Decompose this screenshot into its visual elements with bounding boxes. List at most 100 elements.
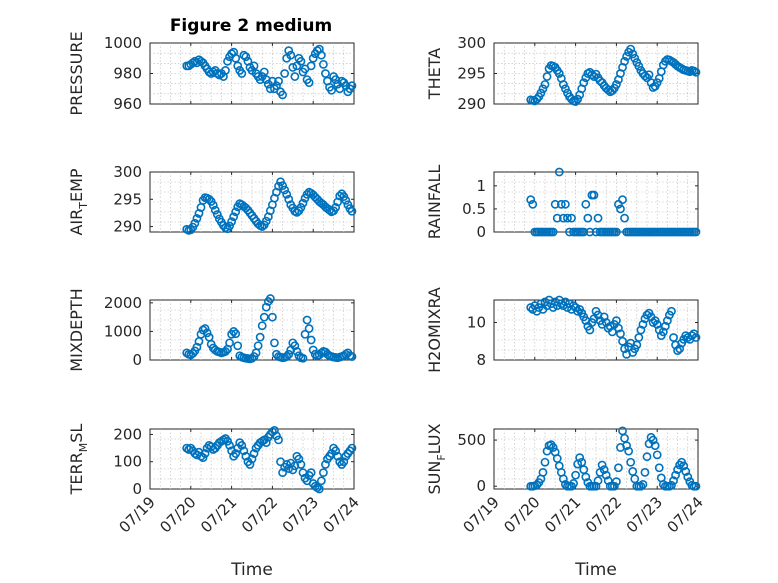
data-point <box>327 85 336 95</box>
data-point <box>597 460 607 470</box>
data-point <box>538 467 548 477</box>
data-point <box>290 461 300 471</box>
data-point <box>550 199 560 209</box>
data-point <box>591 227 601 237</box>
data-point <box>569 301 578 311</box>
data-point <box>270 425 279 435</box>
data-point <box>542 446 552 456</box>
data-point <box>190 218 200 228</box>
x-tick-label: 07/20 <box>156 493 199 536</box>
data-point <box>274 181 283 191</box>
data-point <box>282 352 292 361</box>
data-point <box>585 227 595 237</box>
data-point <box>618 195 627 205</box>
data-point <box>280 69 290 78</box>
data-point <box>642 452 652 462</box>
x-tick-label: 07/22 <box>582 493 625 536</box>
y-tick-label: 300 <box>113 163 142 181</box>
data-point <box>691 227 701 237</box>
data-point <box>640 71 650 81</box>
x-tick-label: 07/19 <box>116 493 159 536</box>
data-point <box>231 329 241 339</box>
data-point <box>239 50 249 60</box>
y-axis-label: H2OMIXRA <box>425 287 444 373</box>
data-point <box>247 454 257 464</box>
data-point <box>339 457 349 467</box>
data-point <box>532 480 542 490</box>
data-point <box>581 472 591 482</box>
data-point <box>225 440 234 450</box>
data-point <box>567 213 576 223</box>
data-point <box>620 56 629 66</box>
data-point <box>245 460 255 469</box>
y-tick-label: 0 <box>476 477 486 495</box>
y-tick-label: 960 <box>113 95 142 113</box>
data-point <box>681 467 691 476</box>
data-point <box>565 299 574 309</box>
data-point <box>278 468 287 478</box>
data-point <box>284 46 294 56</box>
data-point <box>290 72 300 81</box>
data-point <box>192 342 202 352</box>
x-tick-label: 07/21 <box>197 493 240 536</box>
data-point <box>208 200 218 210</box>
data-point <box>548 443 558 452</box>
data-point <box>229 212 239 222</box>
data-point <box>298 353 308 363</box>
data-point <box>538 84 548 94</box>
subplot-mixdepth: 0 1000 2000 MIXDEPTH <box>67 288 357 372</box>
y-axis-label: AIRTEMP <box>67 168 90 235</box>
data-point <box>231 449 241 458</box>
data-point <box>239 446 249 456</box>
data-point <box>253 341 263 351</box>
data-point <box>634 61 644 71</box>
data-point <box>257 321 267 331</box>
data-point <box>257 222 267 231</box>
data-point <box>636 325 646 335</box>
data-point <box>612 227 621 237</box>
x-axis-label: Time <box>574 560 617 580</box>
y-tick-label: 1 <box>476 177 486 195</box>
data-point <box>210 205 220 215</box>
y-tick-label: 0.5 <box>462 200 486 218</box>
y-tick-label: 0 <box>132 351 142 369</box>
y-tick-label: 10 <box>467 314 486 332</box>
x-tick-label: 07/23 <box>623 493 666 536</box>
y-axis-label: PRESSURE <box>67 31 86 115</box>
y-tick-label: 1000 <box>104 322 142 340</box>
figure-title: Figure 2 medium <box>170 16 332 36</box>
data-point <box>298 198 308 208</box>
y-tick-label: 500 <box>457 431 486 449</box>
data-point <box>554 69 564 78</box>
x-tick-label: 07/24 <box>664 493 707 536</box>
data-point <box>561 199 570 209</box>
data-point <box>296 460 306 469</box>
y-axis-label: RAINFALL <box>425 165 444 240</box>
data-point <box>532 94 542 104</box>
data-point <box>221 347 230 356</box>
data-point <box>331 446 341 456</box>
x-tick-label: 07/22 <box>238 493 281 536</box>
y-tick-label: 8 <box>476 351 486 369</box>
data-point <box>196 329 206 339</box>
data-point <box>620 213 629 223</box>
data-point <box>548 303 558 312</box>
data-point <box>622 441 631 451</box>
data-point <box>321 69 330 78</box>
data-point <box>542 72 552 81</box>
data-point <box>526 303 536 312</box>
data-point <box>302 315 312 325</box>
data-point <box>583 213 593 223</box>
data-point <box>654 463 664 473</box>
data-point <box>658 327 668 337</box>
data-point <box>528 199 538 209</box>
data-point <box>223 56 232 66</box>
x-tick-label: 07/24 <box>320 493 363 536</box>
data-point <box>558 80 568 89</box>
data-point <box>233 61 243 71</box>
y-tick-label: 290 <box>457 95 486 113</box>
y-tick-label: 0 <box>476 223 486 241</box>
